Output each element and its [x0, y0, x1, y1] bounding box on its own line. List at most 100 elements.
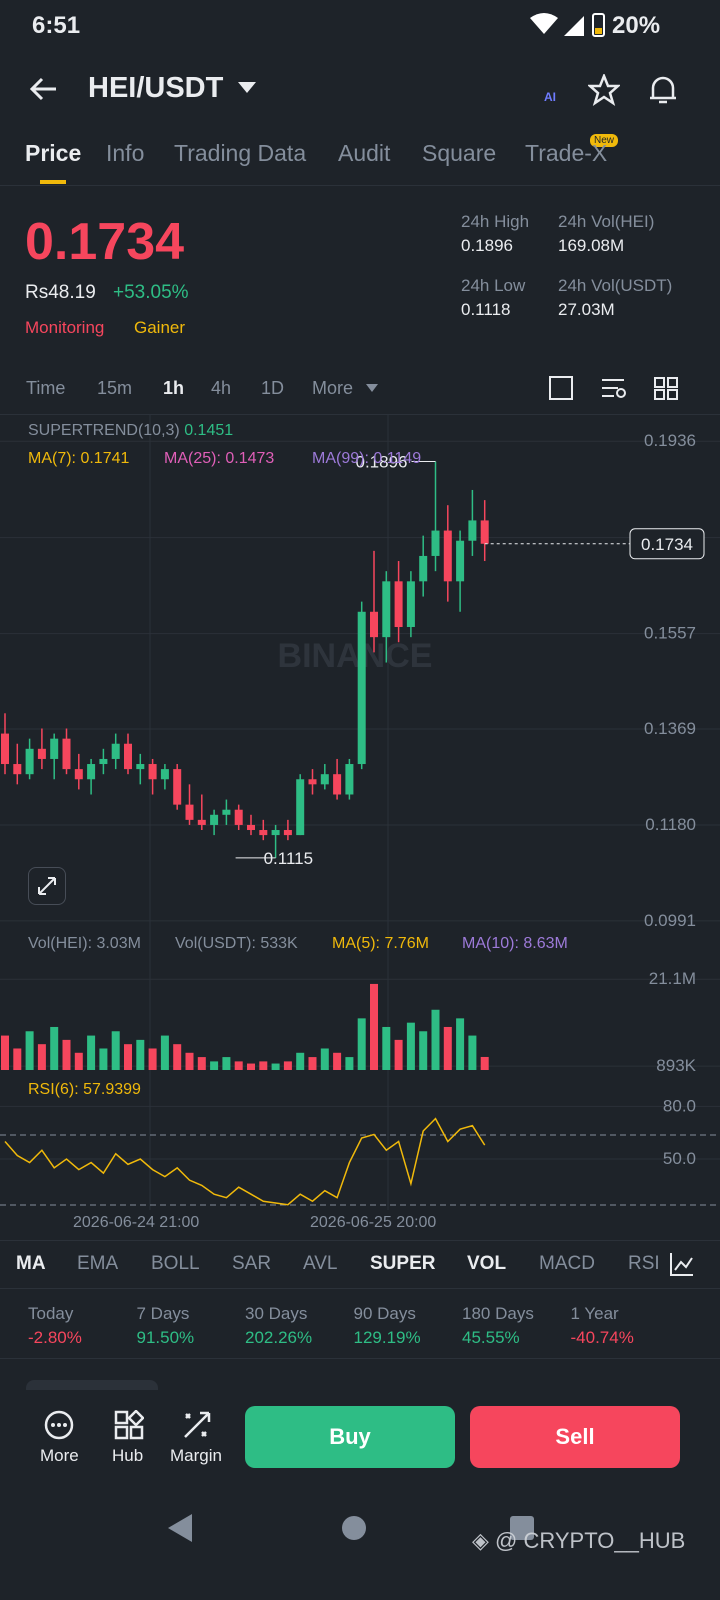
- candle-body: [148, 764, 157, 780]
- favorite-button[interactable]: [588, 74, 620, 106]
- candle-body: [13, 764, 22, 775]
- ma-legend: MA(7): 0.1741: [28, 450, 130, 467]
- candle-body: [345, 764, 354, 795]
- interval[interactable]: Time: [26, 378, 66, 398]
- volume-bar: [173, 1044, 182, 1070]
- indicator-tab[interactable]: AVL: [303, 1253, 338, 1274]
- tab[interactable]: Trading Data: [174, 140, 307, 166]
- tab[interactable]: Audit: [338, 140, 391, 166]
- interval[interactable]: 1h: [163, 378, 185, 398]
- indicator-legend: SUPERTREND(10,3) 0.1451: [28, 422, 233, 440]
- candle-body: [136, 764, 145, 770]
- candle-body: [394, 581, 403, 627]
- volume-bar: [210, 1061, 219, 1070]
- interval[interactable]: 1D: [261, 378, 285, 398]
- vol-legend: MA(10): 8.63M: [462, 935, 568, 952]
- candle-body: [259, 830, 268, 836]
- tag[interactable]: Monitoring: [25, 318, 105, 337]
- volume-bar: [468, 1035, 477, 1070]
- candle-body: [333, 774, 342, 795]
- volume-bar: [456, 1018, 465, 1070]
- indicator-tab[interactable]: RSI: [628, 1253, 660, 1274]
- volume-bar: [87, 1035, 96, 1070]
- indicator-settings[interactable]: [668, 1250, 696, 1278]
- indicator-tab[interactable]: EMA: [77, 1253, 119, 1274]
- volume-bar: [185, 1052, 194, 1070]
- ai-button[interactable]: AI: [544, 90, 556, 104]
- interval[interactable]: 15m: [97, 378, 133, 398]
- sell-button[interactable]: Sell: [470, 1406, 680, 1468]
- hub-icon[interactable]: [114, 1410, 144, 1440]
- y-tick-label: 0.1936: [644, 431, 696, 450]
- volume-bar: [382, 1026, 391, 1070]
- margin-icon[interactable]: [182, 1410, 212, 1440]
- volume-bar: [124, 1044, 132, 1070]
- volume-bar: [222, 1057, 231, 1070]
- volume-bar: [50, 1026, 59, 1070]
- indicator-tab[interactable]: MACD: [539, 1253, 595, 1274]
- last-price-label: 0.1734: [641, 535, 693, 554]
- ma-legend: MA(25): 0.1473: [164, 450, 275, 467]
- candle-body: [124, 743, 132, 770]
- y-tick-label: 21.1M: [649, 969, 696, 988]
- tab[interactable]: Info: [106, 140, 145, 166]
- tab-badge: New: [590, 134, 619, 147]
- buy-button[interactable]: Buy: [245, 1406, 455, 1468]
- divider: [0, 1358, 720, 1359]
- chart-watermark: BINANCE: [278, 637, 433, 675]
- interval[interactable]: More: [312, 378, 354, 398]
- tab[interactable]: Square: [422, 140, 497, 166]
- interval[interactable]: 4h: [211, 378, 232, 398]
- high-label: 0.1896: [356, 453, 408, 472]
- volume-bar: [480, 1056, 489, 1070]
- candle-body: [74, 769, 83, 780]
- rsi-legend: RSI(6): 57.9399: [28, 1081, 141, 1098]
- volume-bar: [148, 1048, 157, 1070]
- low-label: 0.1115: [264, 849, 313, 868]
- candle-body: [480, 520, 489, 544]
- candle-body: [271, 830, 280, 836]
- chart-tools[interactable]: [548, 374, 688, 402]
- hub-label[interactable]: Hub: [112, 1446, 144, 1465]
- more-label[interactable]: More: [40, 1446, 79, 1465]
- volume-bar: [443, 1026, 452, 1070]
- tab[interactable]: Trade-X: [525, 140, 608, 166]
- divider: [0, 185, 720, 186]
- indicator-tab[interactable]: SUPER: [370, 1253, 436, 1274]
- volume-bar: [419, 1031, 428, 1070]
- indicator-tab[interactable]: BOLL: [151, 1253, 200, 1274]
- more-caret[interactable]: [366, 384, 378, 392]
- margin-label[interactable]: Margin: [170, 1446, 222, 1465]
- tag[interactable]: Gainer: [134, 318, 186, 337]
- indicator-tab[interactable]: VOL: [467, 1253, 507, 1274]
- volume-bar: [111, 1031, 120, 1070]
- candle-body: [283, 830, 292, 836]
- x-label: 2026-06-25 20:00: [310, 1214, 437, 1231]
- system-nav: [168, 1514, 534, 1542]
- pair-dropdown[interactable]: [238, 82, 256, 94]
- watermark: ◈ @ CRYPTO__HUB: [472, 1528, 686, 1553]
- period-value: 202.26%: [245, 1328, 313, 1347]
- indicator-tab[interactable]: MA: [16, 1253, 46, 1274]
- candle-body: [197, 819, 206, 825]
- candle-body: [443, 530, 452, 582]
- indicator-tab[interactable]: SAR: [232, 1253, 272, 1274]
- candle-body: [320, 774, 329, 785]
- candle-body: [222, 809, 231, 815]
- fiat-price: Rs48.19: [25, 282, 96, 303]
- volume-bar: [345, 1057, 354, 1070]
- volume-bar: [333, 1052, 342, 1070]
- more-icon[interactable]: [44, 1410, 74, 1440]
- time: 6:51: [32, 12, 81, 39]
- pair-title[interactable]: HEI/USDT: [88, 72, 224, 104]
- expand-button[interactable]: [28, 867, 66, 905]
- stat-label: 24h Vol(HEI): [558, 212, 655, 231]
- y-tick-label: 80.0: [663, 1096, 696, 1115]
- stat-value: 0.1118: [461, 300, 511, 319]
- period-label: 7 Days: [136, 1304, 190, 1323]
- alert-button[interactable]: [648, 74, 678, 106]
- y-tick-label: 50.0: [663, 1149, 696, 1168]
- volume-bar: [74, 1052, 83, 1070]
- tab[interactable]: Price: [25, 140, 82, 166]
- back-button[interactable]: [28, 74, 60, 104]
